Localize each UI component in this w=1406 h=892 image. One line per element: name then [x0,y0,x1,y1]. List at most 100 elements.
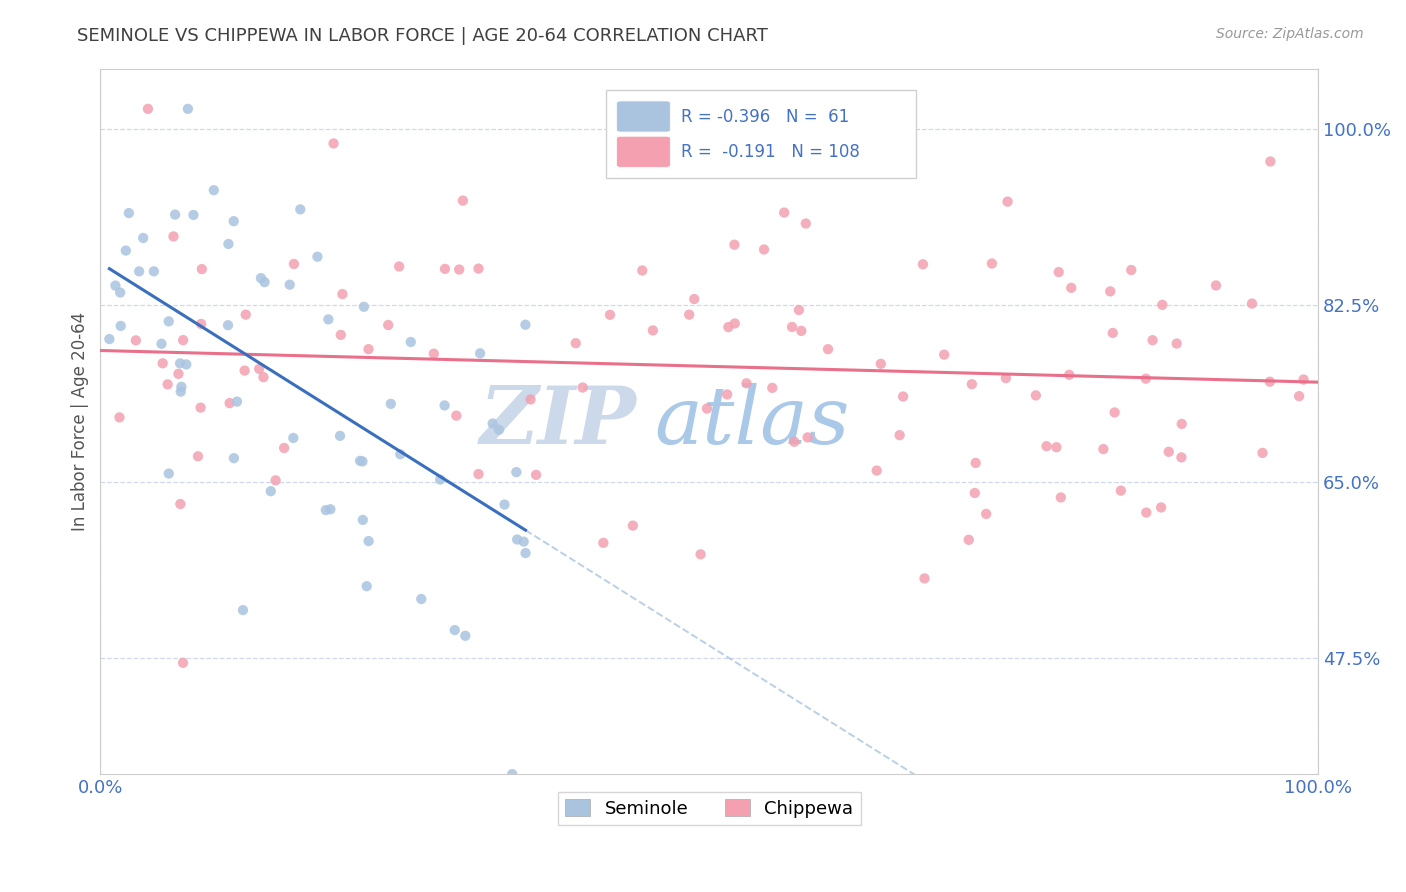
Text: ZIP: ZIP [479,383,636,460]
Point [170,380,193,394]
Point [994,371,1017,385]
Point [524,467,547,482]
Point [735,376,758,391]
Point [329,429,352,443]
Point [357,342,380,356]
Point [190,401,212,415]
Point [356,579,378,593]
Point [108,285,131,300]
Point [433,399,456,413]
Point [253,275,276,289]
Point [157,467,180,481]
Point [891,390,914,404]
Point [357,534,380,549]
Text: Source: ZipAtlas.com: Source: ZipAtlas.com [1216,27,1364,41]
Point [1166,336,1188,351]
Point [1170,450,1192,465]
Point [278,277,301,292]
Point [1047,265,1070,279]
Point [1240,296,1263,310]
Point [125,334,148,348]
Point [319,502,342,516]
Point [423,347,446,361]
Point [167,367,190,381]
Point [783,434,806,449]
Point [322,136,344,151]
Point [696,401,718,416]
Point [1157,444,1180,458]
Point [218,396,240,410]
Point [399,334,422,349]
Point [1251,446,1274,460]
Point [183,208,205,222]
Point [1057,368,1080,382]
Point [592,536,614,550]
Point [190,317,212,331]
Point [177,102,200,116]
Point [247,362,270,376]
Point [599,308,621,322]
Point [290,202,312,217]
Point [488,423,510,437]
Point [307,250,329,264]
Point [172,656,194,670]
Point [233,363,256,377]
Point [142,264,165,278]
Point [433,261,456,276]
Point [494,498,516,512]
Point [118,206,141,220]
Point [752,243,775,257]
Point [817,342,839,356]
Point [724,317,747,331]
Point [273,441,295,455]
Point [796,430,818,444]
Point [1260,154,1282,169]
Point [110,318,132,333]
Point [352,513,374,527]
Point [264,474,287,488]
Point [963,486,986,500]
Point [467,467,489,481]
Point [389,447,412,461]
Point [353,300,375,314]
Point [169,356,191,370]
Point [515,546,537,560]
Point [1205,278,1227,293]
Point [222,214,245,228]
Point [717,320,740,334]
Point [202,183,225,197]
Point [446,409,468,423]
Point [1288,389,1310,403]
Point [957,533,980,547]
Point [519,392,541,407]
Legend: Seminole, Chippewa: Seminole, Chippewa [558,792,860,825]
Point [1170,417,1192,431]
FancyBboxPatch shape [617,101,671,132]
Point [156,377,179,392]
Point [1258,375,1281,389]
Point [252,370,274,384]
Point [136,102,159,116]
Point [974,507,997,521]
Point [352,454,374,468]
Point [501,767,523,781]
Point [1121,263,1143,277]
Point [631,263,654,277]
Point [172,333,194,347]
Point [889,428,911,442]
Point [187,450,209,464]
Point [169,497,191,511]
Point [1101,326,1123,340]
Point [250,271,273,285]
Point [716,387,738,401]
Y-axis label: In Labor Force | Age 20-64: In Labor Force | Age 20-64 [72,312,89,531]
Text: atlas: atlas [654,383,849,460]
Point [1045,440,1067,454]
Point [790,324,813,338]
Point [104,278,127,293]
Point [1035,439,1057,453]
Point [780,320,803,334]
FancyBboxPatch shape [617,136,671,168]
Point [380,397,402,411]
Point [481,417,503,431]
